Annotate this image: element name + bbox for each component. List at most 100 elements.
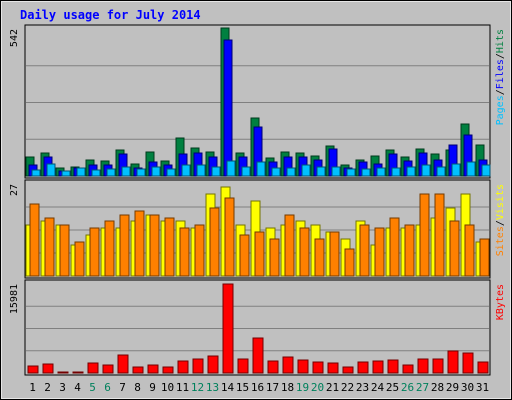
visits-bar-sites xyxy=(269,238,280,277)
day-label: 26 xyxy=(401,381,414,394)
hits-bar-pages xyxy=(46,163,56,177)
visits-bar-sites xyxy=(299,227,310,277)
hits-bar-pages xyxy=(406,166,416,177)
legend-visits: Visits xyxy=(495,184,506,220)
hits-bar-pages xyxy=(391,167,401,177)
chart-title: Daily usage for July 2014 xyxy=(20,8,201,22)
legend-separator: / xyxy=(495,53,506,59)
visits-bar-sites xyxy=(284,214,295,277)
hits-bar-pages xyxy=(256,161,266,177)
visits-bar-sites xyxy=(89,227,100,277)
hits-bar-pages xyxy=(181,164,191,177)
visits-bar-sites xyxy=(254,231,265,277)
visits-bar-sites xyxy=(74,241,85,277)
hits-bar-pages xyxy=(481,164,491,177)
visits-bar-sites xyxy=(374,227,385,277)
kbytes-bar-kbytes xyxy=(27,365,39,374)
kbytes-bar-kbytes xyxy=(357,361,369,374)
hits-panel: 542 Pages/Files/Hits xyxy=(9,24,506,179)
day-label: 17 xyxy=(266,381,279,394)
visits-bar-sites xyxy=(344,248,355,277)
kbytes-bar-kbytes xyxy=(327,362,339,374)
visits-bar-sites xyxy=(479,238,490,277)
visits-bar-sites xyxy=(404,224,415,277)
hits-max-label: 542 xyxy=(9,29,20,47)
visits-bar-sites xyxy=(194,224,205,277)
hits-bar-pages xyxy=(211,166,221,177)
hits-bar-pages xyxy=(241,166,251,177)
day-label: 7 xyxy=(119,381,126,394)
kbytes-bar-kbytes xyxy=(42,363,54,374)
visits-bar-sites xyxy=(59,224,70,277)
day-label: 22 xyxy=(341,381,354,394)
kbytes-bar-kbytes xyxy=(147,364,159,374)
kbytes-bar-kbytes xyxy=(222,283,234,374)
kbytes-bar-kbytes xyxy=(312,361,324,374)
kbytes-bar-kbytes xyxy=(477,361,489,374)
kbytes-bar-kbytes xyxy=(372,360,384,374)
legend-separator: / xyxy=(495,89,506,95)
day-label: 19 xyxy=(296,381,309,394)
kbytes-bar-kbytes xyxy=(462,352,474,374)
day-label: 21 xyxy=(326,381,339,394)
hits-bar-pages xyxy=(346,168,356,177)
hits-bar-pages xyxy=(376,167,386,177)
day-label: 12 xyxy=(191,381,204,394)
visits-bar-sites xyxy=(134,210,145,277)
kbytes-bar-kbytes xyxy=(207,355,219,374)
kbytes-bar-kbytes xyxy=(177,360,189,374)
kbytes-bar-kbytes xyxy=(342,366,354,374)
day-label: 10 xyxy=(161,381,174,394)
hits-bar-pages xyxy=(421,164,431,177)
kbytes-bar-kbytes xyxy=(417,358,429,374)
day-label: 23 xyxy=(356,381,369,394)
visits-bar-sites xyxy=(119,214,130,277)
visits-bar-sites xyxy=(179,227,190,277)
day-label: 1 xyxy=(29,381,36,394)
visits-bar-sites xyxy=(434,193,445,277)
day-label: 30 xyxy=(461,381,474,394)
hits-bar-files xyxy=(223,39,233,177)
hits-legend: Pages/Files/Hits xyxy=(495,29,506,125)
day-label: 11 xyxy=(176,381,189,394)
day-labels: 1 2 3 4 5 6 7 8 9 10 11 12 13 14 15 16 17 18 19 20 21 22 23 24 2… xyxy=(29,381,489,394)
kbytes-bar-kbytes xyxy=(432,358,444,374)
hits-bar-pages xyxy=(286,167,296,177)
day-label: 8 xyxy=(134,381,141,394)
kbytes-bar-kbytes xyxy=(192,358,204,374)
visits-bar-sites xyxy=(209,207,220,277)
legend-hits: Hits xyxy=(495,29,506,53)
day-label: 27 xyxy=(416,381,429,394)
hits-bar-pages xyxy=(226,160,236,177)
day-label: 13 xyxy=(206,381,219,394)
legend-pages: Pages xyxy=(495,95,506,125)
visits-bar-sites xyxy=(389,217,400,277)
hits-bar-pages xyxy=(91,169,101,177)
visits-bar-sites xyxy=(314,238,325,277)
legend-sites: Sites xyxy=(495,226,506,256)
day-label: 14 xyxy=(221,381,235,394)
visits-bar-sites xyxy=(164,217,175,277)
hits-bar-pages xyxy=(166,168,176,177)
kbytes-legend: KBytes xyxy=(495,284,506,320)
day-label: 3 xyxy=(59,381,66,394)
kbytes-bar-kbytes xyxy=(162,366,174,374)
hits-bar-pages xyxy=(151,166,161,177)
day-label: 6 xyxy=(104,381,111,394)
visits-bar-sites xyxy=(359,224,370,277)
day-label: 5 xyxy=(89,381,96,394)
day-label: 2 xyxy=(44,381,51,394)
kbytes-bar-kbytes xyxy=(102,364,114,374)
visits-bar-sites xyxy=(224,197,235,277)
day-label: 4 xyxy=(74,381,81,394)
day-label: 31 xyxy=(476,381,489,394)
visits-bar-sites xyxy=(29,203,40,277)
visits-bar-sites xyxy=(149,214,160,277)
day-label: 18 xyxy=(281,381,294,394)
day-label: 15 xyxy=(236,381,249,394)
hits-panel-box xyxy=(24,24,491,179)
hits-bar-pages xyxy=(316,166,326,177)
hits-bar-pages xyxy=(136,168,146,177)
visits-bar-sites xyxy=(239,234,250,277)
